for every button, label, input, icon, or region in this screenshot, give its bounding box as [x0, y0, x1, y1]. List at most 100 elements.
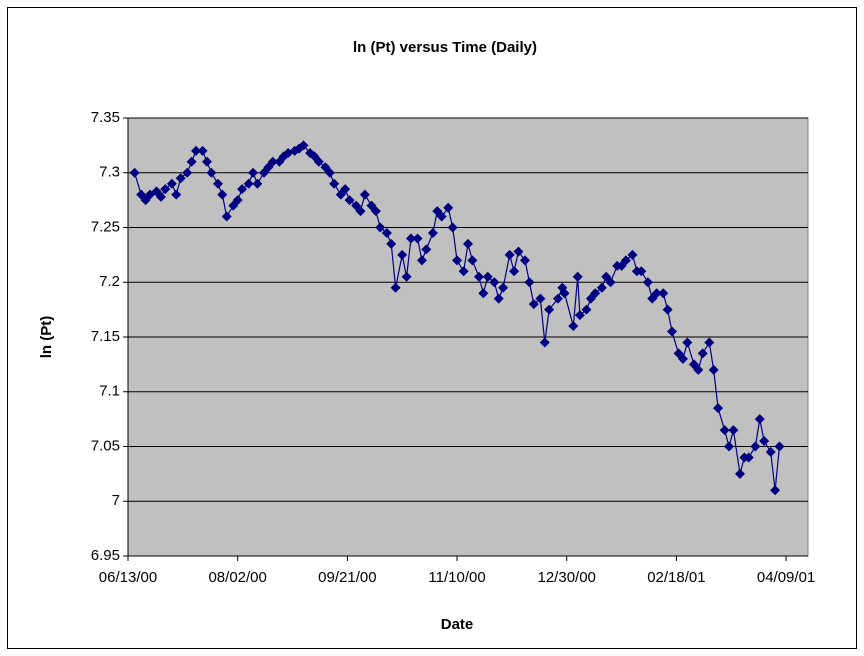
data-point — [693, 364, 704, 375]
data-point — [155, 191, 166, 202]
data-point — [344, 195, 355, 206]
data-point — [267, 156, 278, 167]
data-point — [636, 266, 647, 277]
y-tick-label: 7.1 — [99, 383, 120, 400]
data-point — [489, 277, 500, 288]
data-point — [528, 299, 539, 310]
data-point — [340, 184, 351, 195]
data-point — [175, 173, 186, 184]
data-point — [355, 206, 366, 217]
data-point — [359, 189, 370, 200]
data-point — [160, 184, 171, 195]
data-point — [390, 282, 401, 293]
data-point — [401, 271, 412, 282]
x-tick-label: 02/18/01 — [647, 569, 705, 586]
data-point — [493, 293, 504, 304]
data-point — [651, 288, 662, 299]
data-point — [478, 288, 489, 299]
y-tick-label: 7.2 — [99, 273, 120, 290]
data-point — [232, 195, 243, 206]
data-point — [197, 145, 208, 156]
data-point — [750, 441, 761, 452]
data-point — [627, 249, 638, 260]
data-point — [473, 271, 484, 282]
y-axis-label: ln (Pt) — [38, 316, 55, 359]
data-point — [605, 277, 616, 288]
y-tick-label: 6.95 — [91, 547, 120, 564]
data-point — [642, 277, 653, 288]
data-point — [171, 189, 182, 200]
data-point — [704, 337, 715, 348]
data-point — [182, 167, 193, 178]
data-point — [774, 441, 785, 452]
data-point — [447, 222, 458, 233]
data-point — [697, 348, 708, 359]
data-point — [559, 288, 570, 299]
data-point — [574, 310, 585, 321]
data-point — [191, 145, 201, 156]
data-point — [386, 238, 397, 249]
data-point — [166, 178, 177, 189]
data-point — [201, 156, 212, 167]
data-point — [658, 288, 669, 299]
data-point — [381, 227, 392, 238]
data-point — [463, 238, 473, 249]
data-point — [206, 167, 217, 178]
data-point — [677, 353, 688, 364]
data-point — [596, 282, 607, 293]
x-tick-label: 06/13/00 — [99, 569, 157, 586]
data-point — [237, 184, 248, 195]
y-tick-label: 7.35 — [91, 109, 120, 126]
data-point — [248, 167, 259, 178]
data-point — [535, 293, 546, 304]
data-point — [498, 282, 509, 293]
chart-title: ln (Pt) versus Time (Daily) — [353, 39, 537, 56]
x-axis-label: Date — [441, 616, 474, 633]
data-point — [728, 425, 739, 436]
data-point — [682, 337, 693, 348]
y-tick-label: 7 — [112, 492, 120, 509]
data-point — [662, 304, 673, 315]
data-point — [421, 244, 432, 255]
y-tick-label: 7.3 — [99, 164, 120, 181]
x-tick-label: 09/21/00 — [318, 569, 376, 586]
data-point — [217, 189, 228, 200]
data-point — [713, 403, 724, 414]
data-point — [212, 178, 223, 189]
data-point — [329, 178, 340, 189]
data-point — [765, 446, 776, 457]
data-point — [221, 211, 232, 222]
data-point — [572, 271, 583, 282]
x-tick-label: 04/09/01 — [757, 569, 815, 586]
data-point — [719, 425, 730, 436]
data-point — [667, 326, 677, 337]
data-point — [467, 255, 478, 266]
data-point — [724, 441, 735, 452]
data-point — [620, 255, 631, 266]
data-point — [509, 266, 520, 277]
data-point — [443, 202, 454, 213]
data-point — [298, 140, 309, 151]
data-point — [427, 227, 438, 238]
y-tick-label: 7.05 — [91, 437, 120, 454]
data-point — [412, 233, 423, 244]
data-point — [590, 288, 601, 299]
data-point — [452, 255, 463, 266]
x-tick-label: 11/10/00 — [428, 569, 485, 586]
data-point — [708, 364, 719, 375]
data-point — [370, 206, 381, 217]
x-tick-label: 08/02/00 — [208, 569, 266, 586]
x-tick-label: 12/30/00 — [538, 569, 596, 586]
data-point — [397, 249, 408, 260]
data-point — [743, 452, 754, 463]
data-point — [770, 485, 781, 496]
data-point — [504, 249, 515, 260]
data-point — [186, 156, 197, 167]
data-point — [436, 211, 447, 222]
y-tick-label: 7.15 — [91, 328, 120, 345]
data-point — [375, 222, 386, 233]
data-point — [252, 178, 263, 189]
data-point — [520, 255, 531, 266]
data-point — [313, 156, 324, 167]
